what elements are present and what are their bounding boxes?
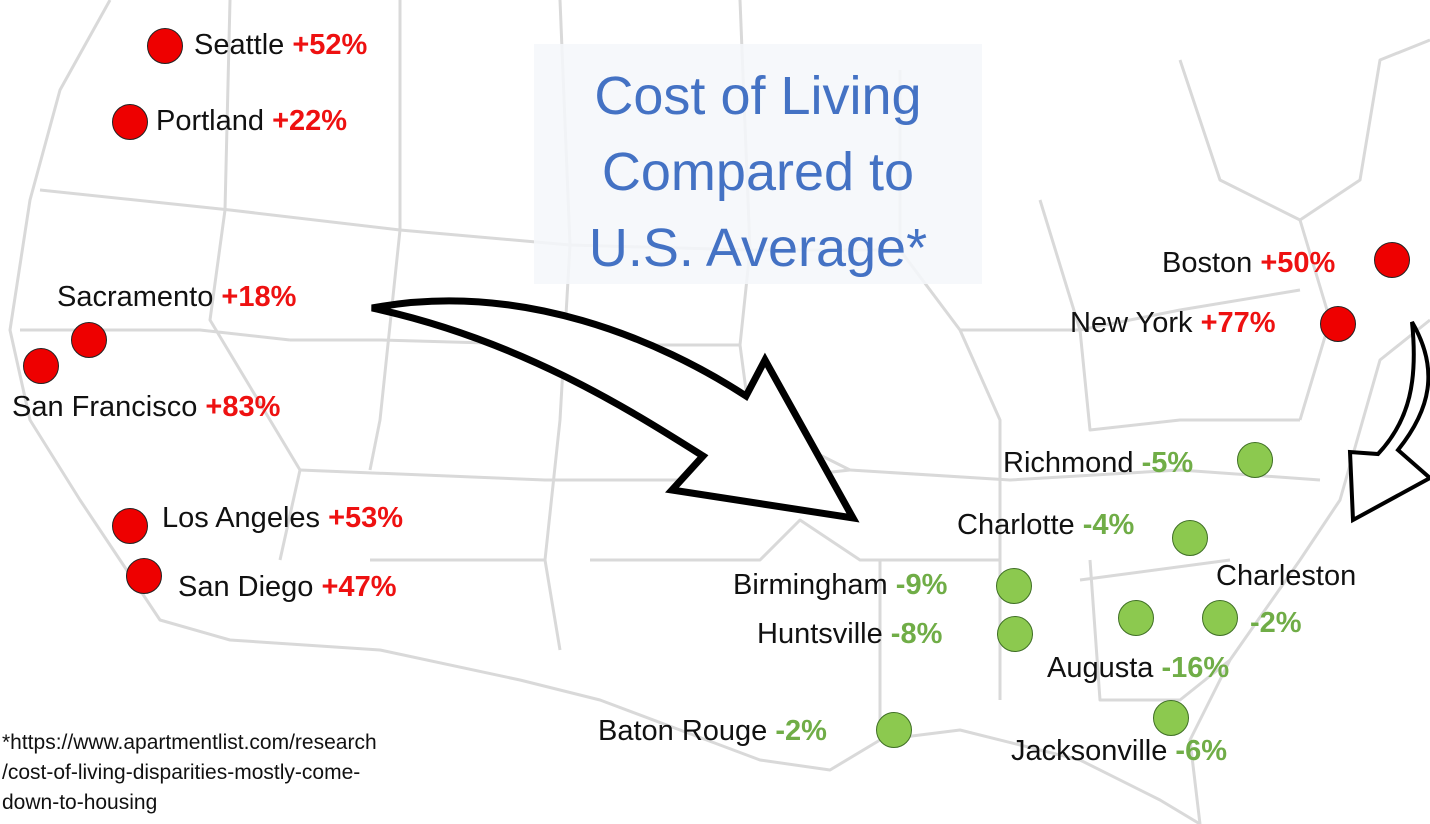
city-name: San Diego <box>178 571 314 603</box>
city-label-augusta: Augusta -16% <box>1047 654 1229 683</box>
city-label-san-diego: San Diego +47% <box>178 573 396 602</box>
portland-dot <box>112 104 148 140</box>
charleston-dot <box>1202 600 1238 636</box>
city-label-huntsville: Huntsville -8% <box>757 620 942 649</box>
city-label-san-francisco: San Francisco +83% <box>12 393 280 422</box>
new-york-dot <box>1320 306 1356 342</box>
city-name: Boston <box>1162 247 1253 279</box>
boston-dot <box>1374 242 1410 278</box>
city-value: -8% <box>890 618 943 650</box>
city-value: -9% <box>895 569 948 601</box>
sacramento-dot <box>71 322 107 358</box>
northeast-to-south-arrow <box>1347 320 1430 524</box>
city-value: -16% <box>1161 652 1230 684</box>
city-value: -5% <box>1141 447 1194 479</box>
richmond-dot <box>1237 442 1273 478</box>
city-name: Charlotte <box>957 509 1075 541</box>
city-name: Sacramento <box>57 281 214 313</box>
city-value: +53% <box>328 502 404 534</box>
city-name: Portland <box>156 105 265 137</box>
source-footnote: *https://www.apartmentlist.com/research … <box>2 731 377 814</box>
city-label-charleston-value: -2% <box>1250 607 1302 639</box>
city-name: Richmond <box>1003 447 1134 479</box>
city-value: +18% <box>221 281 297 313</box>
city-label-charleston-name: Charleston <box>1216 560 1357 592</box>
city-name: Jacksonville <box>1011 735 1168 767</box>
city-name: Seattle <box>194 29 285 61</box>
city-value: -6% <box>1175 735 1227 767</box>
birmingham-dot <box>996 568 1032 604</box>
city-label-portland: Portland +22% <box>156 107 347 136</box>
map-title: Cost of Living Compared to U.S. Average* <box>588 66 928 278</box>
city-value: +50% <box>1260 247 1336 279</box>
city-value: +52% <box>292 29 368 61</box>
city-value: +77% <box>1200 307 1276 339</box>
west-to-south-arrow <box>371 297 860 523</box>
city-label-los-angeles: Los Angeles +53% <box>162 504 403 533</box>
city-name: New York <box>1070 307 1193 339</box>
jacksonville-dot <box>1153 700 1189 736</box>
seattle-dot <box>147 28 183 64</box>
city-name: Baton Rouge <box>598 715 768 747</box>
city-value: +47% <box>321 571 397 603</box>
city-value: +22% <box>272 105 348 137</box>
charlotte-dot <box>1172 520 1208 556</box>
san-francisco-dot <box>23 348 59 384</box>
baton-rouge-dot <box>876 712 912 748</box>
city-name: Huntsville <box>757 618 883 650</box>
los-angeles-dot <box>112 508 148 544</box>
city-label-charlotte: Charlotte -4% <box>957 511 1134 540</box>
city-label-seattle: Seattle +52% <box>194 31 367 60</box>
city-label-birmingham: Birmingham -9% <box>733 571 947 600</box>
huntsville-dot <box>997 616 1033 652</box>
city-name: Augusta <box>1047 652 1154 684</box>
san-diego-dot <box>126 558 162 594</box>
city-name: Birmingham <box>733 569 888 601</box>
city-name: San Francisco <box>12 391 198 423</box>
city-label-jacksonville: Jacksonville -6% <box>1011 737 1227 766</box>
city-value: +83% <box>205 391 281 423</box>
augusta-dot <box>1118 600 1154 636</box>
city-label-new-york: New York +77% <box>1070 309 1276 338</box>
city-label-richmond: Richmond -5% <box>1003 449 1193 478</box>
city-name: Los Angeles <box>162 502 321 534</box>
city-label-sacramento: Sacramento +18% <box>57 283 296 312</box>
city-value: -2% <box>775 715 827 747</box>
city-value: -4% <box>1082 509 1135 541</box>
city-label-boston: Boston +50% <box>1162 249 1335 278</box>
title-backdrop <box>534 44 982 284</box>
city-label-baton-rouge: Baton Rouge -2% <box>598 717 827 746</box>
